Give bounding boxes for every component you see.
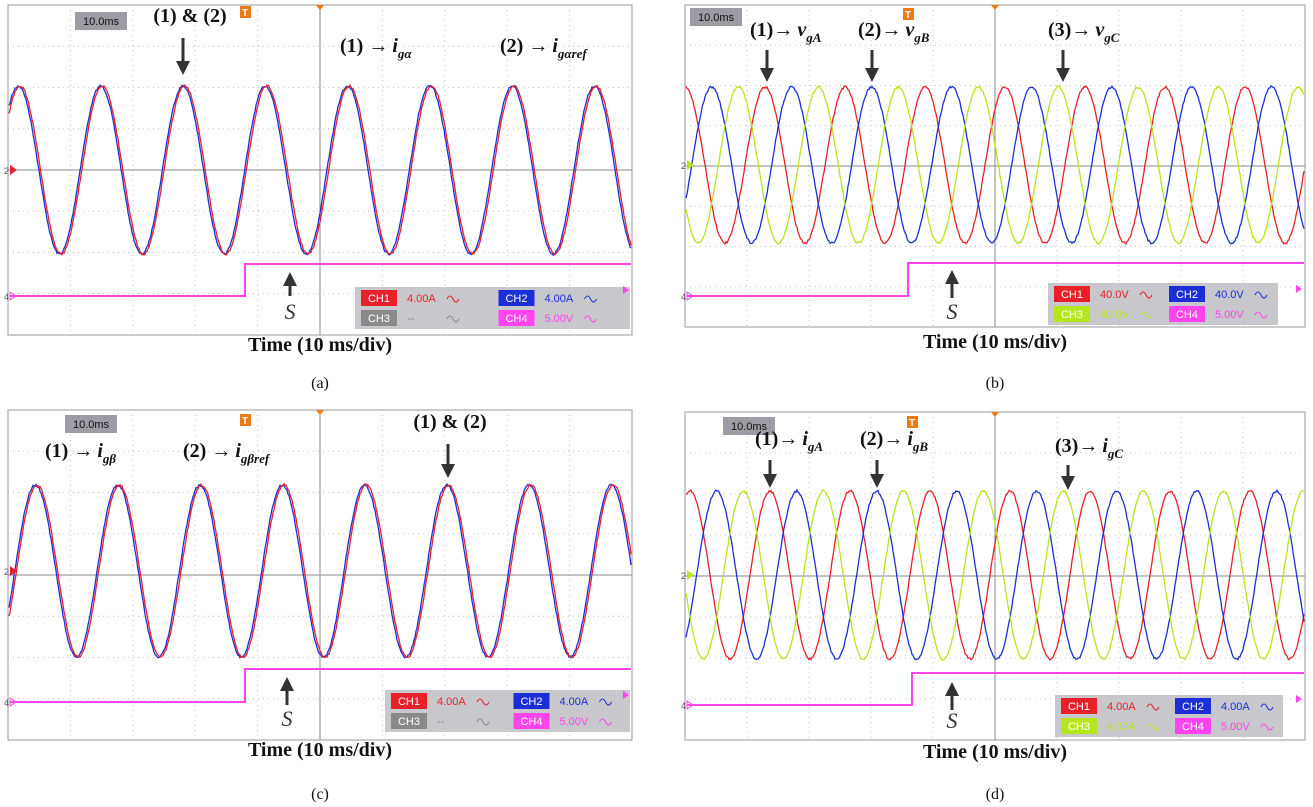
channel-scale: 4.00A [1107,721,1136,733]
channel-name: CH4 [1182,721,1204,733]
channel-scale: 4.00A [560,696,589,708]
ref-marker: 4 [4,698,9,708]
channel-name: CH2 [1182,701,1204,713]
annotation-text: (2) → [183,440,231,462]
ref-marker: 2 [4,567,9,577]
channel-scale: 4.00A [1107,701,1136,713]
annotation-text: (1) → [45,440,93,462]
trigger: T [242,8,248,19]
ref-marker: 2 [681,161,686,171]
channel-name: CH3 [368,313,390,325]
annotation: (1) & (2) [413,411,486,433]
channel-name: CH2 [1176,289,1198,301]
step-label: S [947,299,958,324]
annotation-text: (2)→ [860,428,903,450]
scope-panel: 2410.0msT(1) & (2)(1) →igα(2) →igαrefSCH… [4,5,632,392]
channel-name: CH3 [1068,721,1090,733]
channel-scale: 40.0V [1100,289,1129,301]
ref-marker: 4 [681,292,686,302]
channel-name: CH2 [505,293,527,305]
annotation-subscript: gB [912,439,929,454]
annotation-subscript: gαref [557,46,589,61]
annotation-text: (3)→ [1055,435,1098,457]
scope-panel: 2410.0msT(1) →igβ(2) →igβref(1) & (2)SCH… [4,410,632,803]
channel-scale: 4.00A [407,293,436,305]
timebase: 10.0ms [83,16,120,28]
annotation-subscript: gβ [102,451,117,466]
channel-scale: 5.00V [1221,721,1250,733]
annotation-text: (1)→ [750,19,793,41]
channel-scale: 4.00A [1221,701,1250,713]
axis-label: Time (10 ms/div) [248,739,392,761]
channel-scale: 40.0V [1100,309,1129,321]
step-label: S [282,706,293,731]
channel-name: CH3 [398,716,420,728]
channel-name: CH3 [1061,309,1083,321]
annotation-text: (1) & (2) [413,411,486,433]
ref-marker: 2 [4,166,9,176]
channel-name: CH1 [368,293,390,305]
timebase: 10.0ms [73,419,110,431]
annotation-subscript: gA [805,30,822,45]
channel-scale: 4.00A [545,293,574,305]
channel-scale: 40.0V [1215,289,1244,301]
channel-name: CH1 [1068,701,1090,713]
caption: (b) [986,375,1005,392]
axis-label: Time (10 ms/div) [248,334,392,356]
channel-scale: 5.00V [1215,309,1244,321]
channel-name: CH4 [1176,309,1198,321]
trigger: T [242,416,248,427]
channel-name: CH2 [520,696,542,708]
annotation-subscript: gα [397,46,413,61]
channel-name: CH1 [398,696,420,708]
axis-label: Time (10 ms/div) [923,741,1067,763]
annotation-subscript: gC [1103,30,1120,45]
annotation-text: (2) → [500,35,548,57]
channel-name: CH4 [520,716,542,728]
figure: 2410.0msT(1) & (2)(1) →igα(2) →igαrefSCH… [0,0,1313,807]
step-label: S [285,299,296,324]
channel-name: CH1 [1061,289,1083,301]
ref-marker: 4 [681,701,686,711]
axis-label: Time (10 ms/div) [923,331,1067,353]
annotation-subscript: gB [913,30,930,45]
channel-scale: 5.00V [545,313,574,325]
annotation-text: (1)→ [755,428,798,450]
channel-scale: -- [407,313,415,325]
annotation-text: (3)→ [1048,19,1091,41]
annotation-text: (1) → [340,35,388,57]
annotation-subscript: gβref [240,451,271,466]
scope-panel: 2410.0msT(1)→vgA(2)→vgB(3)→vgCSCH140.0VC… [681,5,1305,392]
caption: (d) [986,786,1005,803]
caption: (c) [311,786,329,803]
channel-scale: 5.00V [560,716,589,728]
annotation-subscript: gA [807,439,824,454]
caption: (a) [311,375,329,392]
channel-scale: 4.00A [437,696,466,708]
timebase: 10.0ms [698,12,735,24]
annotation-text: (1) & (2) [153,5,226,27]
step-label: S [947,708,958,733]
annotation: (1) & (2) [153,5,226,27]
channel-name: CH4 [505,313,527,325]
ref-marker: 4 [4,292,9,302]
ref-marker: 2 [681,571,686,581]
channel-scale: -- [437,716,445,728]
annotation-subscript: gC [1107,446,1124,461]
annotation-text: (2)→ [858,19,901,41]
